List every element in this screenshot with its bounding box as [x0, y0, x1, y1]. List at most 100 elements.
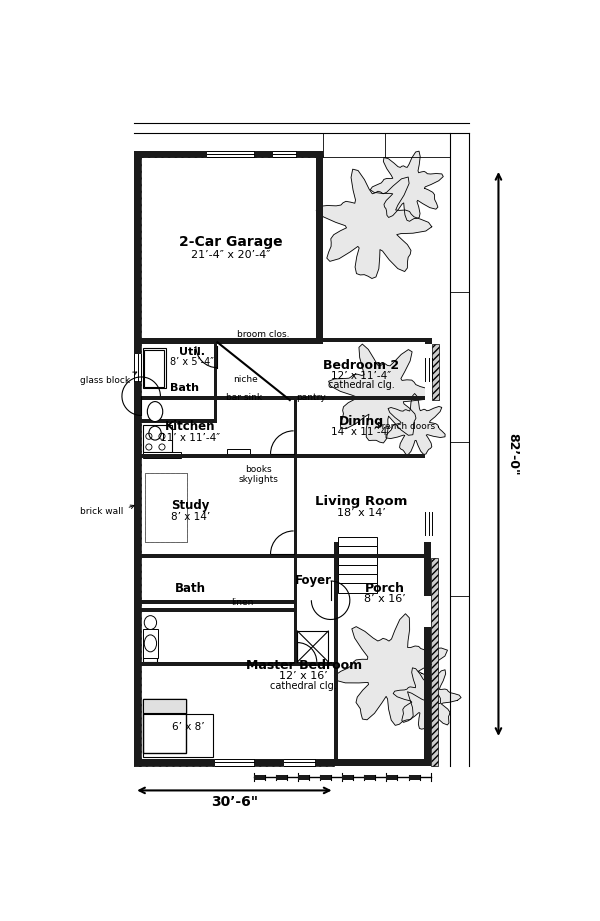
Text: Master Bedroom: Master Bedroom: [245, 659, 362, 672]
Bar: [425, 357, 432, 369]
Ellipse shape: [149, 426, 161, 440]
Polygon shape: [335, 613, 448, 726]
Bar: [338, 574, 377, 583]
Bar: [334, 666, 338, 759]
Text: 82’-0": 82’-0": [506, 433, 519, 475]
Bar: [141, 340, 323, 344]
Bar: [134, 354, 141, 380]
Bar: [293, 558, 298, 604]
Bar: [145, 473, 187, 542]
Text: Bath: Bath: [175, 582, 206, 595]
Text: Study: Study: [171, 499, 209, 512]
Bar: [144, 350, 164, 387]
Bar: [298, 775, 309, 780]
Text: Foyer: Foyer: [295, 575, 331, 588]
Bar: [425, 343, 432, 344]
Ellipse shape: [144, 615, 157, 629]
Bar: [227, 449, 250, 456]
Bar: [338, 565, 377, 574]
Bar: [143, 699, 186, 713]
Text: 14’ x 11’-4″: 14’ x 11’-4″: [331, 427, 391, 437]
Bar: [141, 396, 293, 400]
Bar: [141, 338, 293, 343]
Text: cathedral clg.: cathedral clg.: [270, 682, 337, 692]
Bar: [338, 555, 377, 565]
Bar: [425, 369, 432, 400]
Bar: [425, 357, 432, 380]
Bar: [334, 759, 431, 765]
Polygon shape: [329, 344, 434, 443]
Bar: [145, 473, 187, 542]
Text: 6’ x 8’: 6’ x 8’: [172, 722, 205, 732]
Text: 2-Car Garage: 2-Car Garage: [179, 235, 283, 250]
Text: 21’-4″ x 20’-4″: 21’-4″ x 20’-4″: [191, 251, 270, 261]
Text: 8’ x 5’-4″: 8’ x 5’-4″: [170, 356, 214, 367]
Text: 8’ x 16’: 8’ x 16’: [364, 594, 406, 604]
Text: 12’ x 11’-4″: 12’ x 11’-4″: [331, 371, 391, 381]
Bar: [293, 396, 425, 400]
Text: Dining: Dining: [339, 415, 384, 428]
Text: broom clos.: broom clos.: [236, 330, 289, 339]
Bar: [424, 542, 431, 759]
Bar: [215, 759, 254, 765]
Bar: [293, 558, 298, 666]
Bar: [141, 554, 293, 558]
Bar: [276, 775, 287, 780]
Ellipse shape: [148, 402, 163, 422]
Bar: [141, 600, 293, 604]
Text: books: books: [245, 465, 272, 473]
Text: 8’ x 14’: 8’ x 14’: [171, 512, 210, 522]
Text: glass block: glass block: [80, 372, 137, 385]
Bar: [134, 759, 338, 765]
Bar: [316, 150, 323, 344]
Bar: [143, 629, 158, 658]
Bar: [141, 608, 293, 612]
Bar: [298, 631, 328, 662]
Bar: [254, 775, 265, 780]
Bar: [409, 775, 419, 780]
Bar: [214, 343, 217, 400]
Text: bar sink: bar sink: [226, 393, 262, 402]
Polygon shape: [393, 668, 461, 730]
Text: niche: niche: [233, 375, 258, 384]
Text: pantry: pantry: [296, 393, 326, 402]
Polygon shape: [386, 393, 445, 455]
Bar: [320, 775, 331, 780]
Bar: [386, 775, 397, 780]
Bar: [273, 150, 296, 157]
Bar: [334, 542, 338, 666]
Bar: [141, 454, 293, 458]
Bar: [134, 759, 334, 765]
Bar: [424, 597, 431, 627]
Text: French doors: French doors: [377, 423, 435, 432]
Bar: [208, 150, 254, 157]
Bar: [338, 546, 377, 555]
Bar: [134, 150, 141, 344]
Text: 18’ x 14’: 18’ x 14’: [337, 508, 386, 519]
Bar: [143, 426, 172, 452]
Bar: [141, 419, 214, 423]
Bar: [141, 662, 334, 666]
Text: Kitchen: Kitchen: [165, 421, 216, 434]
Bar: [293, 554, 425, 558]
Bar: [214, 400, 217, 423]
Text: skylights: skylights: [238, 475, 278, 484]
Bar: [134, 150, 323, 157]
Text: Living Room: Living Room: [315, 495, 407, 508]
Text: Util.: Util.: [179, 347, 205, 357]
Bar: [143, 647, 157, 662]
Text: 30’-6": 30’-6": [211, 795, 258, 809]
Ellipse shape: [144, 635, 157, 652]
Text: linen: linen: [231, 598, 253, 607]
Text: cathedral clg.: cathedral clg.: [328, 380, 395, 391]
Bar: [338, 583, 377, 592]
Bar: [134, 150, 323, 157]
Bar: [293, 396, 298, 458]
Text: 12’ x 16’: 12’ x 16’: [279, 671, 328, 682]
Text: 11’ x 11’-4″: 11’ x 11’-4″: [160, 433, 221, 443]
Bar: [425, 512, 432, 535]
Bar: [293, 458, 298, 558]
Bar: [293, 454, 425, 458]
Bar: [431, 558, 437, 765]
Text: brick wall: brick wall: [80, 505, 134, 516]
